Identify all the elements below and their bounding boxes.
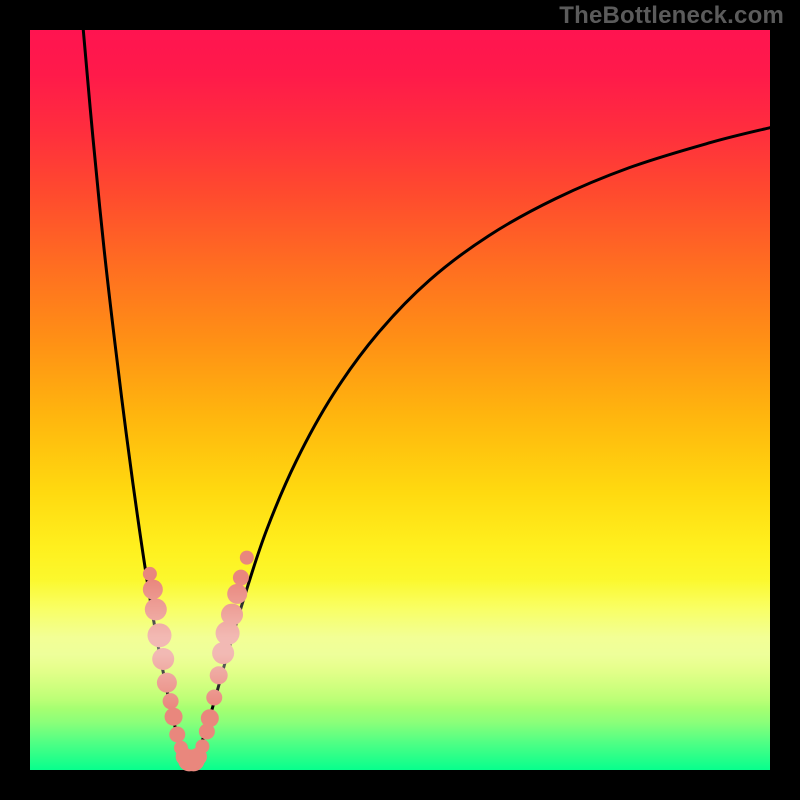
chart-stage: TheBottleneck.com bbox=[0, 0, 800, 800]
data-marker bbox=[165, 708, 183, 726]
plot-area bbox=[30, 30, 770, 770]
data-marker bbox=[169, 726, 185, 742]
data-marker bbox=[240, 551, 254, 565]
data-marker bbox=[195, 739, 209, 753]
data-marker bbox=[201, 709, 219, 727]
watermark-text: TheBottleneck.com bbox=[559, 2, 784, 30]
pale-band-overlay bbox=[30, 579, 770, 709]
